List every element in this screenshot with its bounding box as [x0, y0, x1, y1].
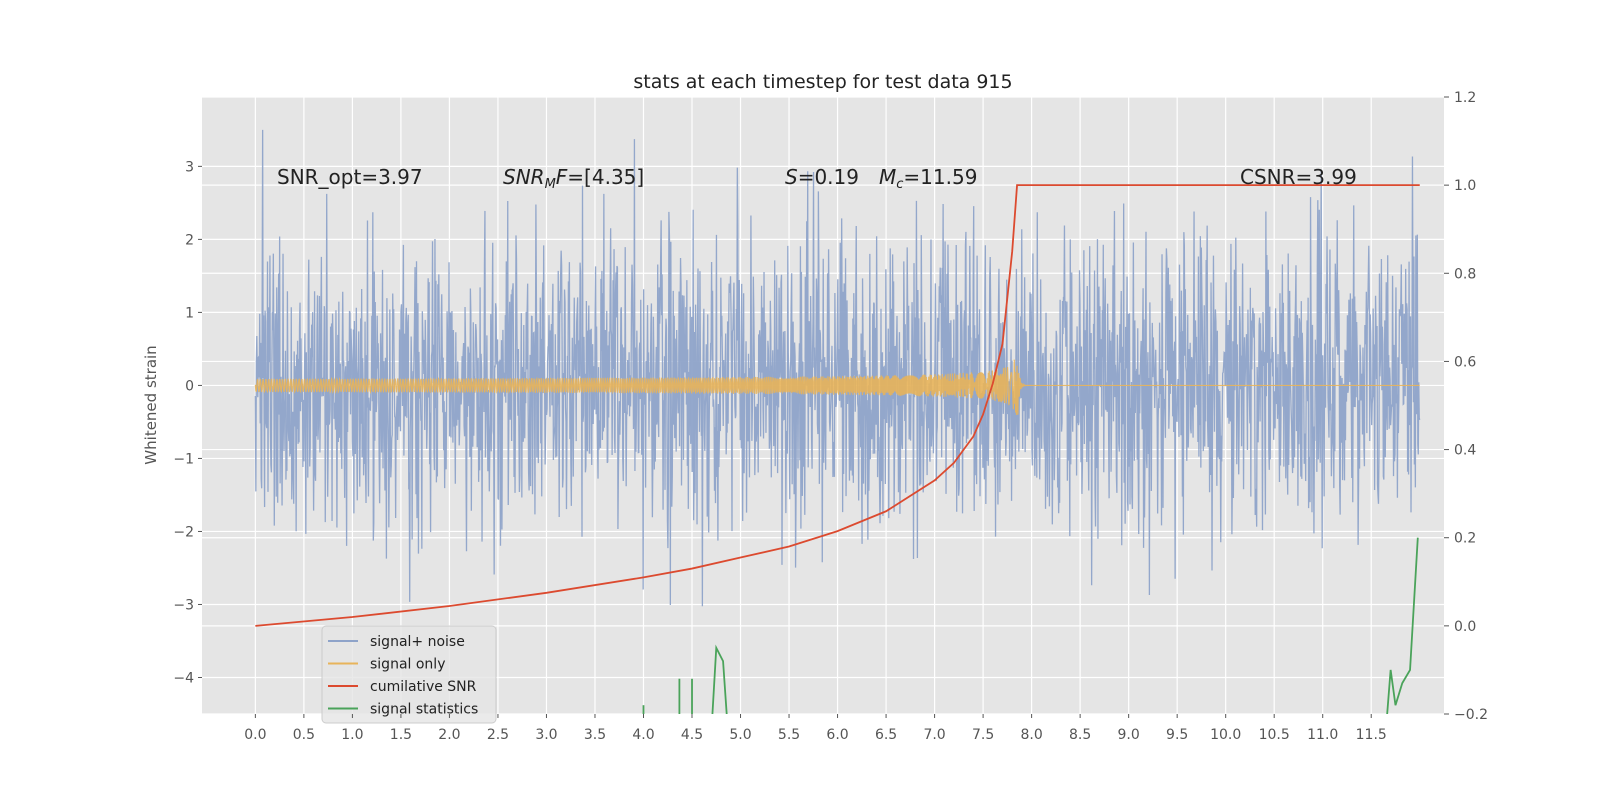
- x-tick-label: 2.0: [438, 727, 460, 743]
- x-tick-label: 11.0: [1307, 727, 1338, 743]
- legend-box: [321, 625, 497, 724]
- x-tick-label: 8.0: [1020, 727, 1042, 743]
- tick-labels: 0.0 0.5 1.0 1.5 2.0 2.5 3.0 3.5 4.0 4.5 5.0 5.5 6.0 6…: [173, 90, 1488, 743]
- x-tick-label: 9.0: [1118, 727, 1140, 743]
- series-layer: [0, 129, 1600, 800]
- series-cumulative-snr-line: [255, 184, 1420, 627]
- chart-title: stats at each timestep for test data 915: [633, 71, 1012, 93]
- legend-label: cumilative SNR: [370, 679, 477, 695]
- x-tick-label: 0.5: [293, 727, 315, 743]
- y-left-tick-label: 3: [185, 159, 194, 175]
- series-signal-noise-line: [254, 129, 1421, 607]
- legend: signal+ noise signal only cumilative SNR si…: [321, 625, 497, 724]
- legend-label: signal only: [370, 657, 445, 673]
- y-right-tick-label: 0.4: [1454, 443, 1476, 459]
- x-tick-label: 4.5: [681, 727, 703, 743]
- y-right-tick-label: 0.6: [1454, 354, 1476, 370]
- y-right-tick-label: 0.8: [1454, 266, 1476, 282]
- y-left-tick-label: −1: [173, 451, 194, 467]
- clip-mask-bottom: [0, 714, 1600, 800]
- y-right-tick-label: 1.2: [1454, 90, 1476, 106]
- y-left-tick-label: −4: [173, 670, 194, 686]
- y-left-tick-label: 1: [185, 305, 194, 321]
- x-tick-label: 3.0: [535, 727, 557, 743]
- x-tick-label: 7.5: [972, 727, 994, 743]
- x-tick-label: 9.5: [1166, 727, 1188, 743]
- x-tick-label: 4.0: [632, 727, 654, 743]
- annotation-text: SNR_opt=3.97: [277, 165, 423, 189]
- x-tick-label: 2.5: [487, 727, 509, 743]
- x-tick-label: 8.5: [1069, 727, 1091, 743]
- annotation-text: Mc=11.59: [879, 165, 977, 192]
- annotations: SNR_opt=3.97 SNRMF=[4.35] S=0.19 Mc=11.59 CS…: [277, 165, 1357, 192]
- y-right-tick-label: 0.2: [1454, 531, 1476, 547]
- x-tick-label: 0.0: [244, 727, 266, 743]
- annotation-text: SNRMF=[4.35]: [503, 165, 644, 192]
- series-signal-statistics-segment: [1384, 537, 1419, 732]
- x-tick-label: 5.5: [778, 727, 800, 743]
- x-tick-label: 5.0: [729, 727, 751, 743]
- x-tick-label: 7.0: [923, 727, 945, 743]
- x-tick-label: 10.5: [1259, 727, 1290, 743]
- y-left-tick-label: −3: [173, 597, 194, 613]
- x-tick-label: 11.5: [1356, 727, 1387, 743]
- x-tick-label: 3.5: [584, 727, 606, 743]
- y-right-tick-label: 0.0: [1454, 619, 1476, 635]
- x-tick-label: 6.0: [826, 727, 848, 743]
- annotation-text: S=0.19: [785, 165, 859, 189]
- series-signal-only-line: [254, 359, 1420, 415]
- y-axis-label: Whitened strain: [142, 345, 160, 464]
- series-signal-statistics-segment: [710, 644, 729, 732]
- x-tick-label: 10.0: [1210, 727, 1241, 743]
- x-tick-label: 1.5: [390, 727, 412, 743]
- legend-label: signal statistics: [370, 702, 478, 718]
- x-tick-label: 1.0: [341, 727, 363, 743]
- legend-label: signal+ noise: [370, 634, 465, 650]
- y-right-tick-label: −0.2: [1454, 707, 1488, 723]
- y-right-tick-label: 1.0: [1454, 178, 1476, 194]
- y-left-tick-label: 2: [185, 232, 194, 248]
- y-left-tick-label: −2: [173, 524, 194, 540]
- annotation-text: CSNR=3.99: [1240, 165, 1357, 189]
- y-left-tick-label: 0: [185, 378, 194, 394]
- x-tick-label: 6.5: [875, 727, 897, 743]
